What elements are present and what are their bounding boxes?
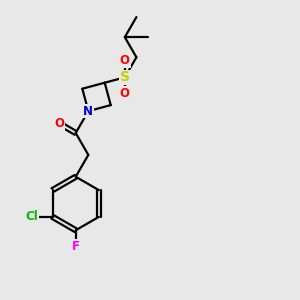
Text: S: S — [120, 70, 130, 84]
Text: O: O — [120, 55, 130, 68]
Text: Cl: Cl — [25, 210, 38, 224]
Text: O: O — [120, 87, 130, 100]
Text: N: N — [83, 105, 93, 118]
Text: O: O — [54, 117, 64, 130]
Text: F: F — [72, 240, 80, 253]
